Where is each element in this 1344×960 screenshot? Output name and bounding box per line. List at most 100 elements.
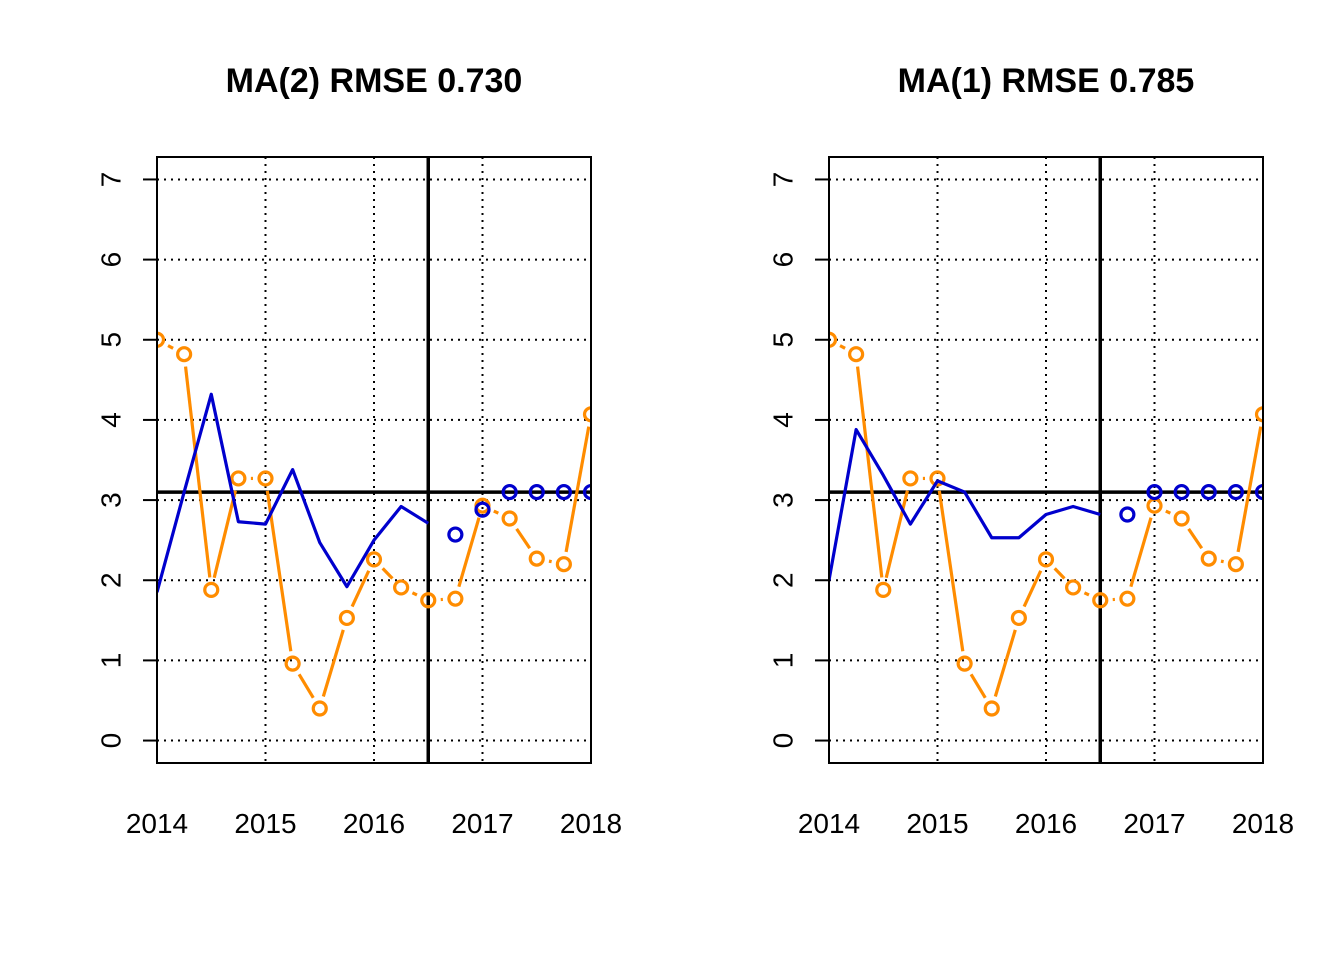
observed-point <box>1119 590 1136 607</box>
x-tick-label: 2015 <box>906 808 968 839</box>
series-segment-observed <box>548 559 552 564</box>
forecast-point <box>474 501 491 518</box>
x-tick-label: 2016 <box>1015 808 1077 839</box>
forecast-point <box>447 526 464 543</box>
forecast-point <box>528 483 545 501</box>
observed-point <box>284 655 301 672</box>
series-segment-observed <box>937 490 965 652</box>
panel-ma1: MA(1) RMSE 0.785 0 1 2 3 4 5 6 7 2014 2015 2016 201… <box>768 62 1295 839</box>
y-tick-label: 0 <box>96 733 127 749</box>
series-segment-observed <box>212 490 237 579</box>
observed-point <box>1254 406 1263 423</box>
observed-point <box>365 551 383 568</box>
observed-point <box>157 331 166 348</box>
series-segment-observed <box>183 366 212 578</box>
forecast-point <box>1173 483 1190 501</box>
forecast-point <box>501 483 518 501</box>
observed-point <box>1010 609 1027 627</box>
series-segment-observed <box>457 517 481 588</box>
series-line-fitted <box>157 392 430 593</box>
observed-point <box>338 609 355 627</box>
y-tick-label: 2 <box>768 572 799 588</box>
plot-frame <box>156 156 592 764</box>
observed-point <box>902 470 919 487</box>
observed-point <box>848 346 865 363</box>
observed-point <box>1227 556 1244 573</box>
y-tick-label: 6 <box>768 252 799 268</box>
observed-point <box>311 700 328 717</box>
x-tick-label: 2015 <box>234 808 296 839</box>
observed-point <box>1065 579 1082 596</box>
observed-point <box>929 470 946 487</box>
series-segment-observed <box>167 344 174 350</box>
y-tick-label: 3 <box>96 492 127 508</box>
forecast-point <box>582 483 591 501</box>
forecast-point <box>1227 483 1244 501</box>
series-segment-observed <box>1022 570 1043 608</box>
observed-point <box>501 510 518 527</box>
x-tick-label: 2017 <box>1123 808 1185 839</box>
observed-point <box>983 700 1000 717</box>
plot-frame <box>828 156 1264 764</box>
y-tick-label: 2 <box>96 572 127 588</box>
observed-point <box>176 346 193 363</box>
observed-point <box>447 590 464 607</box>
observed-point <box>1037 551 1055 568</box>
series-segment-observed <box>265 490 293 652</box>
series-segment-observed <box>839 344 846 350</box>
plot-area <box>829 331 1263 717</box>
series-segment-observed <box>1220 559 1224 564</box>
series-segment-observed <box>381 567 394 580</box>
series-segment-observed <box>321 629 345 697</box>
series-segment-observed <box>564 426 591 553</box>
series-segment-observed <box>969 673 987 699</box>
chart-title: MA(2) RMSE 0.730 <box>226 62 523 100</box>
y-tick-label: 1 <box>96 653 127 669</box>
observed-point <box>528 550 545 567</box>
observed-point <box>1200 550 1217 567</box>
observed-point <box>230 470 247 487</box>
x-tick-label: 2018 <box>560 808 622 839</box>
observed-point <box>582 406 591 423</box>
forecast-point <box>1119 506 1136 523</box>
series-segment-observed <box>993 629 1017 697</box>
y-tick-label: 3 <box>768 492 799 508</box>
series-segment-observed <box>1187 527 1204 550</box>
y-tick-label: 5 <box>96 332 127 348</box>
series-segment-observed <box>1165 509 1172 515</box>
observed-point <box>203 581 220 598</box>
observed-point <box>1092 592 1109 609</box>
x-tick-label: 2016 <box>343 808 405 839</box>
y-tick-label: 4 <box>96 412 127 428</box>
y-tick-label: 5 <box>768 332 799 348</box>
observed-point <box>393 579 410 596</box>
series-segment-observed <box>1053 567 1066 580</box>
series-segment-observed <box>297 673 315 699</box>
observed-point <box>875 581 892 598</box>
x-tick-label: 2017 <box>451 808 513 839</box>
y-tick-label: 4 <box>768 412 799 428</box>
series-segment-observed <box>1083 591 1090 597</box>
x-tick-label: 2018 <box>1232 808 1294 839</box>
series-segment-observed <box>884 490 909 579</box>
y-tick-label: 6 <box>96 252 127 268</box>
series-segment-observed <box>1236 426 1263 553</box>
series-segment-observed <box>411 591 418 597</box>
observed-point <box>555 556 572 573</box>
series-line-fitted <box>829 427 1101 581</box>
forecast-point <box>1200 483 1217 501</box>
y-tick-label: 1 <box>768 653 799 669</box>
series-segment-observed <box>493 509 500 515</box>
series-segment-observed <box>350 570 371 608</box>
series-segment-observed <box>855 366 884 578</box>
forecast-point <box>1146 483 1163 501</box>
observed-point <box>829 331 838 348</box>
series-segment-observed <box>515 527 532 550</box>
observed-point <box>257 470 274 487</box>
series-segment-observed <box>1129 517 1153 588</box>
observed-point <box>956 655 973 672</box>
x-tick-label: 2014 <box>798 808 860 839</box>
forecast-point <box>1254 483 1263 501</box>
plot-area <box>157 331 591 717</box>
